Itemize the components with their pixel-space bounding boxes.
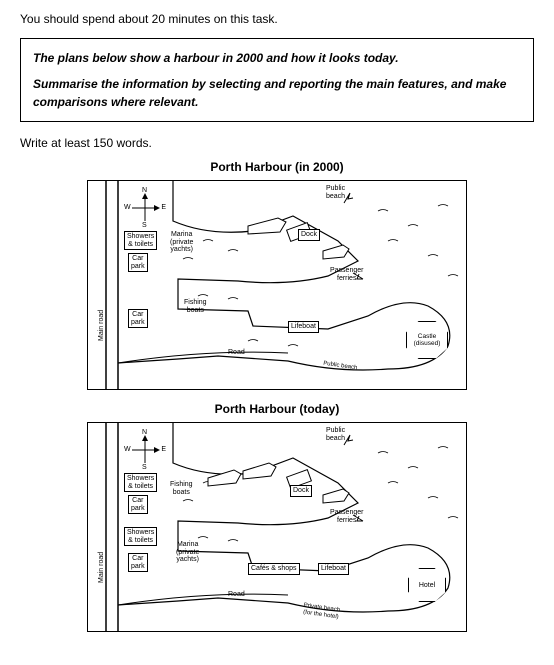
castle-octagon: Castle (disused) xyxy=(406,321,448,359)
showers2-box: Showers & toilets xyxy=(124,527,157,546)
lifeboat-box: Lifeboat xyxy=(288,321,319,333)
compass-s: S xyxy=(142,222,147,229)
map1-title: Porth Harbour (in 2000) xyxy=(20,160,534,174)
compass-e: E xyxy=(161,446,166,453)
dock-box: Dock xyxy=(290,485,312,497)
map2-wrap: N S E W Main road Public beach Showers &… xyxy=(20,422,534,632)
showers-box: Showers & toilets xyxy=(124,231,157,250)
fishing-label: Fishing boats xyxy=(184,299,207,314)
main-road-label: Main road xyxy=(98,310,105,341)
compass-icon: N S E W xyxy=(126,431,164,469)
map1: N S E W Main road Public beach Showers &… xyxy=(87,180,467,390)
marina-label: Marina (private yachts) xyxy=(176,541,199,564)
carpark1-box: Car park xyxy=(128,495,148,514)
public-beach-label: Public beach xyxy=(326,427,345,442)
compass-s: S xyxy=(142,464,147,471)
map2: N S E W Main road Public beach Showers &… xyxy=(87,422,467,632)
fishing-label: Fishing boats xyxy=(170,481,193,496)
passenger-label: Passenger ferries xyxy=(330,509,363,524)
main-road-label: Main road xyxy=(98,552,105,583)
road-label: Road xyxy=(228,349,245,357)
words-note: Write at least 150 words. xyxy=(20,136,534,150)
road-label: Road xyxy=(228,591,245,599)
carpark2-box: Car park xyxy=(128,553,148,572)
lifeboat-box: Lifeboat xyxy=(318,563,349,575)
showers1-box: Showers & toilets xyxy=(124,473,157,492)
task-line-2: Summarise the information by selecting a… xyxy=(33,75,521,111)
compass-icon: N S E W xyxy=(126,189,164,227)
carpark1-box: Car park xyxy=(128,253,148,272)
task-line-1: The plans below show a harbour in 2000 a… xyxy=(33,49,521,67)
cafes-box: Cafés & shops xyxy=(248,563,300,575)
task-box: The plans below show a harbour in 2000 a… xyxy=(20,38,534,122)
public-beach-label: Public beach xyxy=(326,185,345,200)
map2-title: Porth Harbour (today) xyxy=(20,402,534,416)
dock-box: Dock xyxy=(298,229,320,241)
compass-e: E xyxy=(161,204,166,211)
map1-wrap: N S E W Main road Public beach Showers &… xyxy=(20,180,534,390)
passenger-label: Passenger ferries xyxy=(330,267,363,282)
marina-label: Marina (private yachts) xyxy=(170,231,193,254)
time-note: You should spend about 20 minutes on thi… xyxy=(20,12,534,26)
carpark2-box: Car park xyxy=(128,309,148,328)
